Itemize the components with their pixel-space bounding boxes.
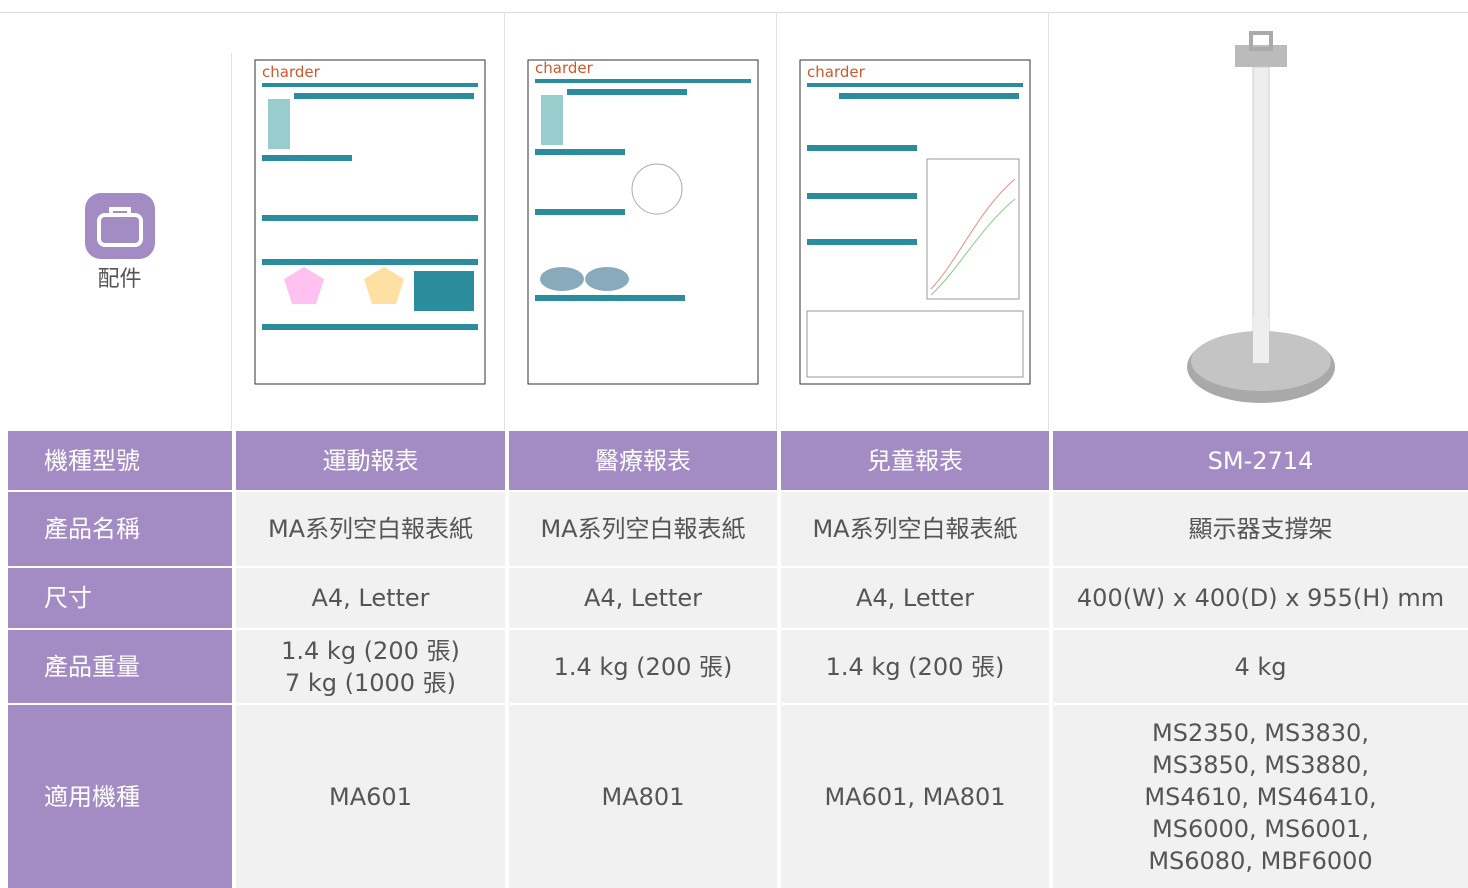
- header-cell: SM-2714: [1053, 431, 1468, 490]
- accessory-label: 配件: [97, 266, 142, 292]
- svg-text:charder: charder: [807, 63, 866, 81]
- table-cell: MA801: [509, 705, 777, 888]
- row-label: 尺寸: [8, 568, 232, 628]
- cell-line: 1.4 kg (200 張): [281, 636, 460, 665]
- row-label-text: 適用機種: [44, 782, 140, 811]
- cell-line: 400(W) x 400(D) x 955(H) mm: [1076, 584, 1445, 612]
- bag-icon: [84, 192, 155, 259]
- stand: [1186, 30, 1335, 403]
- header-text: SM-2714: [1207, 446, 1314, 475]
- cell-line: MA系列空白報表紙: [812, 515, 1018, 543]
- header-text: 運動報表: [322, 446, 419, 475]
- row-label: 產品名稱: [8, 492, 232, 566]
- row-label: 產品重量: [8, 630, 232, 703]
- svg-text:charder: charder: [535, 59, 594, 77]
- cell-line: MA系列空白報表紙: [267, 515, 474, 543]
- table-cell: MA系列空白報表紙: [236, 492, 505, 566]
- cell-line: MA系列空白報表紙: [540, 515, 746, 543]
- table-cell: 4 kg: [1053, 630, 1468, 703]
- header-cell: 機種型號: [8, 431, 232, 490]
- table-cell: 1.4 kg (200 張) 7 kg (1000 張): [236, 630, 505, 703]
- header-cell: 運動報表: [236, 431, 505, 490]
- table-cell: MA系列空白報表紙: [509, 492, 777, 566]
- table-cell: 400(W) x 400(D) x 955(H) mm: [1053, 568, 1468, 628]
- cell-line: A4, Letter: [311, 584, 430, 612]
- report-image: charder: [236, 13, 505, 430]
- table-cell: 顯示器支撐架: [1053, 492, 1468, 566]
- cell-line: 1.4 kg (200 張): [825, 652, 1005, 681]
- row-label-text: 產品重量: [44, 652, 140, 681]
- image-row: 配件 charder charder: [8, 13, 1468, 430]
- cell-line: MS2350, MS3830,: [1152, 718, 1369, 747]
- header-text: 兒童報表: [867, 446, 963, 475]
- cell-line: MS3850, MS3880,: [1152, 750, 1369, 779]
- spec-table: 機種型號 運動報表 醫療報表 兒童報表 SM-2714 產品名稱 MA系列空白報表紙 MA系列…: [8, 431, 1468, 888]
- report-image: charder: [509, 13, 777, 430]
- header-text: 醫療報表: [595, 446, 691, 475]
- table-cell: 1.4 kg (200 張): [509, 630, 777, 703]
- header-text: 機種型號: [44, 446, 140, 475]
- table-cell: MA601, MA801: [781, 705, 1049, 888]
- accessory-cell: 配件: [8, 53, 232, 430]
- cell-line: MA601, MA801: [824, 782, 1006, 811]
- table-cell: A4, Letter: [509, 568, 777, 628]
- cell-line: MS6080, MBF6000: [1148, 846, 1373, 875]
- cell-line: MS4610, MS46410,: [1144, 782, 1377, 811]
- cell-line: 1.4 kg (200 張): [553, 652, 733, 681]
- report-sheet: charder: [799, 59, 1030, 384]
- report-sheet: charder: [527, 59, 758, 384]
- report-sheet: charder: [254, 59, 486, 384]
- table-cell: MA系列空白報表紙: [781, 492, 1049, 566]
- cell-line: MS6000, MS6001,: [1152, 814, 1369, 843]
- table-cell: A4, Letter: [781, 568, 1049, 628]
- table-cell: A4, Letter: [236, 568, 505, 628]
- row-label: 適用機種: [8, 705, 232, 888]
- header-cell: 醫療報表: [509, 431, 777, 490]
- svg-text:charder: charder: [262, 63, 321, 81]
- row-label-text: 產品名稱: [44, 515, 140, 543]
- cell-line: MA601: [329, 782, 412, 811]
- cell-line: A4, Letter: [855, 584, 975, 612]
- cell-line: MA801: [601, 782, 685, 811]
- row-label-text: 尺寸: [44, 584, 92, 612]
- table-cell: MA601: [236, 705, 505, 888]
- table-cell: 1.4 kg (200 張): [781, 630, 1049, 703]
- cell-line: A4, Letter: [583, 584, 703, 612]
- divider: [0, 12, 1468, 13]
- cell-line: 4 kg: [1234, 652, 1287, 681]
- header-cell: 兒童報表: [781, 431, 1049, 490]
- cell-line: 7 kg (1000 張): [284, 668, 457, 697]
- product-image: [1053, 13, 1468, 430]
- report-image: charder: [781, 13, 1049, 430]
- table-cell: MS2350, MS3830, MS3850, MS3880, MS4610, MS…: [1053, 705, 1468, 888]
- cell-line: 顯示器支撐架: [1188, 515, 1333, 543]
